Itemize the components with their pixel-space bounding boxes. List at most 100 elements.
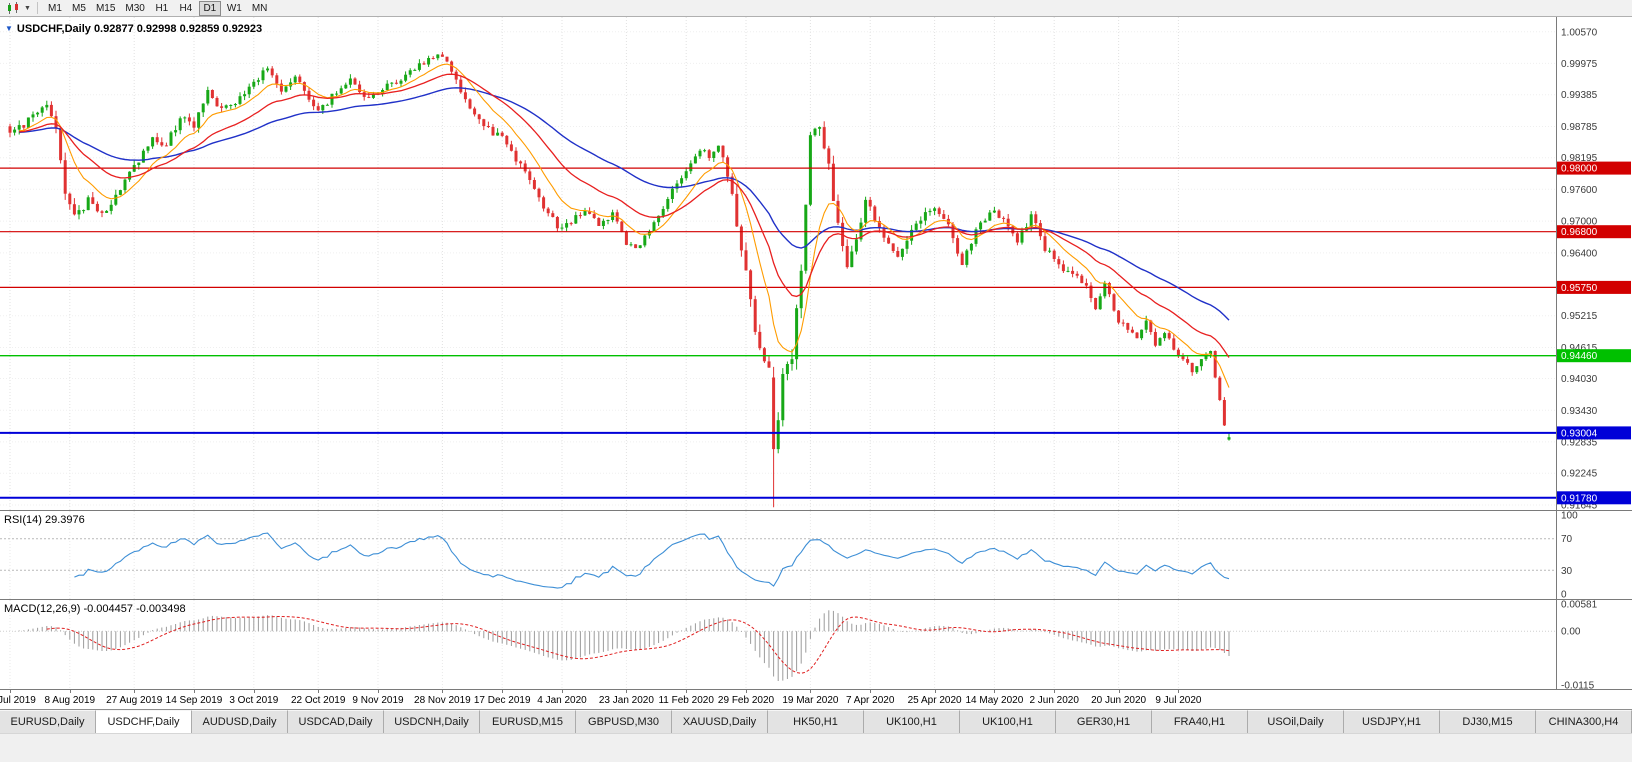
chart-tab-dj30-m15[interactable]: DJ30,M15: [1440, 710, 1536, 733]
macd-label: MACD(12,26,9) -0.004457 -0.003498: [4, 603, 186, 615]
rsi-label: RSI(14) 29.3976: [4, 514, 85, 526]
svg-text:0.98785: 0.98785: [1561, 122, 1598, 133]
grid-vertical: [9, 17, 1179, 510]
svg-text:0.92245: 0.92245: [1561, 469, 1598, 480]
horizontal-level-lines: [0, 167, 1556, 499]
svg-text:0.95750: 0.95750: [1561, 283, 1598, 294]
date-label: 9 Nov 2019: [352, 695, 404, 706]
date-label: 25 Apr 2020: [907, 695, 962, 706]
chart-tab-xauusd-daily[interactable]: XAUUSD,Daily: [672, 710, 768, 733]
date-label: 20 Jul 2019: [0, 695, 36, 706]
date-label: 19 Mar 2020: [782, 695, 839, 706]
timeframe-button-m30[interactable]: M30: [125, 2, 145, 14]
chart-tab-ger30-h1[interactable]: GER30,H1: [1056, 710, 1152, 733]
svg-text:0.95215: 0.95215: [1561, 311, 1598, 322]
chart-tab-usdjpy-h1[interactable]: USDJPY,H1: [1344, 710, 1440, 733]
price-axis-ticks: 1.00570 0.99975 0.99385 0.98785 0.98195 0.976…: [1561, 27, 1598, 510]
date-label: 2 Jun 2020: [1029, 695, 1079, 706]
rsi-line: [74, 532, 1230, 589]
rsi-panel[interactable]: 100 70 30 0 RSI(14) 29.3976: [0, 510, 1632, 599]
svg-text:70: 70: [1561, 534, 1573, 545]
timeframe-button-w1[interactable]: W1: [226, 2, 242, 14]
svg-text:0: 0: [1561, 590, 1567, 600]
date-label: 27 Aug 2019: [106, 695, 163, 706]
timeframe-button-h1[interactable]: H1: [155, 2, 169, 14]
toolbar: ▼ M1 M5 M15 M30 H1 H4 D1 W1 MN: [0, 0, 1632, 17]
timeframe-button-mn[interactable]: MN: [251, 2, 268, 14]
svg-text:0.97600: 0.97600: [1561, 185, 1598, 196]
chart-tab-eurusd-daily[interactable]: EURUSD,Daily: [0, 710, 96, 733]
date-label: 4 Jan 2020: [537, 695, 587, 706]
macd-panel[interactable]: 0.00581 0.00 -0.0115 MACD(12,26,9) -0.00445…: [0, 599, 1632, 689]
date-tick: [810, 690, 812, 693]
timeframe-button-m5[interactable]: M5: [71, 2, 86, 14]
window-bottom-area: [0, 733, 1632, 762]
date-tick: [69, 690, 71, 693]
timeframe-button-m15[interactable]: M15: [95, 2, 116, 14]
date-tick: [626, 690, 628, 693]
svg-text:0.94615: 0.94615: [1561, 343, 1598, 354]
svg-text:0.00581: 0.00581: [1561, 600, 1598, 611]
toolbar-separator: [36, 2, 38, 14]
chart-style-dropdown-icon[interactable]: ▼: [24, 4, 31, 12]
chart-tab-usoil-daily[interactable]: USOil,Daily: [1248, 710, 1344, 733]
chart-tab-usdchf-daily[interactable]: USDCHF,Daily: [96, 710, 192, 733]
date-tick: [442, 690, 444, 693]
svg-text:0.96800: 0.96800: [1561, 227, 1598, 238]
chart-style-icon[interactable]: [4, 1, 23, 16]
rsi-level-lines: [0, 538, 1556, 571]
svg-text:1.00570: 1.00570: [1561, 27, 1598, 38]
svg-text:0.96400: 0.96400: [1561, 248, 1598, 259]
macd-histogram: [14, 610, 1230, 681]
date-label: 8 Aug 2019: [44, 695, 96, 706]
date-tick: [686, 690, 688, 693]
chart-tab-uk100-h1[interactable]: UK100,H1: [960, 710, 1056, 733]
date-tick: [10, 690, 11, 693]
svg-text:30: 30: [1561, 566, 1573, 577]
date-label: 17 Dec 2019: [473, 695, 531, 706]
chart-tab-fra40-h1[interactable]: FRA40,H1: [1152, 710, 1248, 733]
svg-text:0.99975: 0.99975: [1561, 59, 1598, 70]
date-tick: [934, 690, 936, 693]
chart-tab-eurusd-m15[interactable]: EURUSD,M15: [480, 710, 576, 733]
price-level-badges: 0.98000 0.96800 0.95750 0.94460 0.93004 0.917…: [1557, 161, 1631, 505]
chart-tab-usdcnh-daily[interactable]: USDCNH,Daily: [384, 710, 480, 733]
main-chart[interactable]: 1.00570 0.99975 0.99385 0.98785 0.98195 0.976…: [0, 17, 1632, 510]
chart-tab-usdcad-daily[interactable]: USDCAD,Daily: [288, 710, 384, 733]
date-label: 14 Sep 2019: [165, 695, 223, 706]
chart-tab-audusd-daily[interactable]: AUDUSD,Daily: [192, 710, 288, 733]
svg-text:0.98195: 0.98195: [1561, 153, 1598, 164]
svg-text:0.97000: 0.97000: [1561, 217, 1598, 228]
svg-text:0.98000: 0.98000: [1561, 164, 1598, 175]
chart-tab-hk50-h1[interactable]: HK50,H1: [768, 710, 864, 733]
date-label: 23 Jan 2020: [598, 695, 654, 706]
timeframe-button-m1[interactable]: M1: [47, 2, 62, 14]
date-tick: [562, 690, 563, 693]
chart-tab-uk100-h1[interactable]: UK100,H1: [864, 710, 960, 733]
rsi-axis-ticks: 100 70 30 0: [1561, 511, 1578, 600]
svg-text:0.91780: 0.91780: [1561, 493, 1598, 504]
date-tick: [253, 690, 255, 693]
macd-axis-ticks: 0.00581 0.00 -0.0115: [1561, 600, 1598, 690]
date-tick: [318, 690, 320, 693]
date-tick: [134, 690, 136, 693]
date-tick: [502, 690, 504, 693]
moving-averages: [19, 63, 1230, 388]
chart-tab-china300-h4[interactable]: CHINA300,H4: [1536, 710, 1632, 733]
date-tick: [746, 690, 747, 693]
chart-tab-gbpusd-m30[interactable]: GBPUSD,M30: [576, 710, 672, 733]
svg-text:-0.0115: -0.0115: [1561, 681, 1595, 690]
date-label: 28 Nov 2019: [414, 695, 471, 706]
timeframe-button-d1[interactable]: D1: [198, 0, 221, 16]
date-label: 3 Oct 2019: [229, 695, 279, 706]
date-tick: [378, 690, 379, 693]
svg-text:100: 100: [1561, 511, 1578, 522]
candles: [8, 51, 1231, 508]
date-tick: [1118, 690, 1120, 693]
date-tick: [1178, 690, 1180, 693]
timeframe-button-h4[interactable]: H4: [179, 2, 193, 14]
candlestick-chart-icon: [8, 1, 18, 14]
date-label: 11 Feb 2020: [658, 695, 714, 706]
